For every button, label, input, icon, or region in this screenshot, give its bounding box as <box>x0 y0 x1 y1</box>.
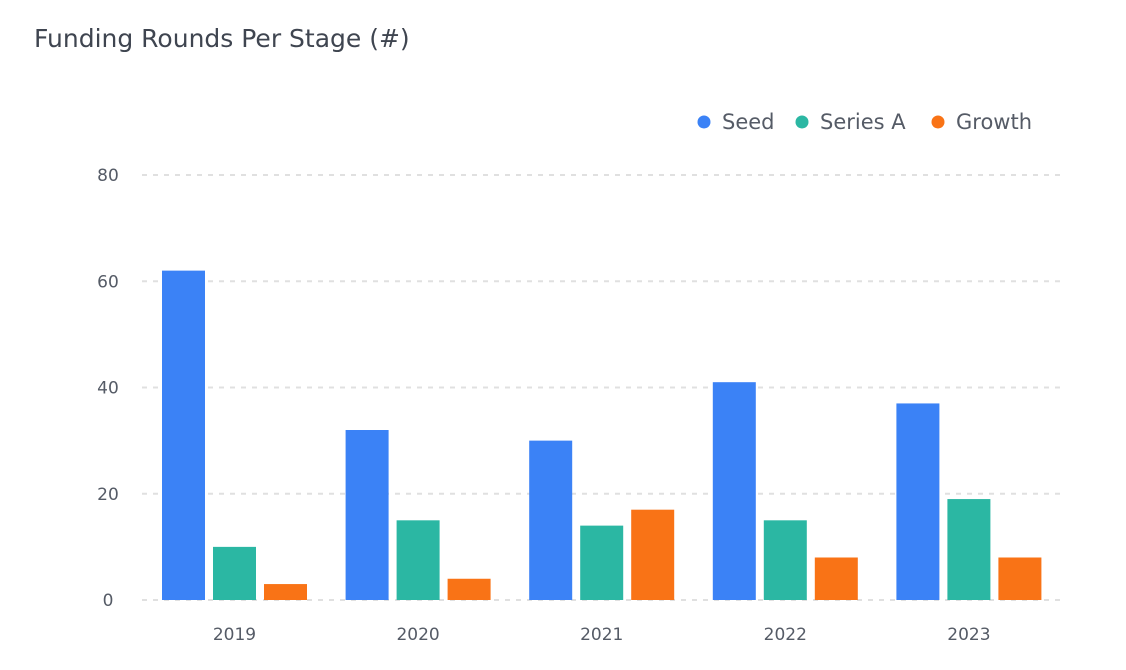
legend-label: Seed <box>722 110 775 134</box>
legend-marker-icon <box>931 115 945 129</box>
bar-series-a <box>763 520 807 600</box>
x-tick-label: 2020 <box>396 625 439 645</box>
bar-seed <box>712 382 756 600</box>
y-tick-label: 60 <box>97 272 119 292</box>
bar-growth <box>447 578 491 600</box>
y-tick-label: 20 <box>97 485 119 505</box>
bar-series-a <box>213 546 256 600</box>
legend-label: Growth <box>956 110 1032 134</box>
bar-series-a <box>580 525 624 600</box>
x-tick-label: 2019 <box>213 625 256 645</box>
legend-marker-icon <box>697 115 711 129</box>
bar-seed <box>529 440 573 600</box>
x-tick-label: 2023 <box>947 625 990 645</box>
bar-growth <box>264 584 307 600</box>
legend-label: Series A <box>820 110 906 134</box>
bar-series-a <box>396 520 440 600</box>
x-tick-label: 2022 <box>764 625 807 645</box>
bar-growth <box>631 509 675 600</box>
bar-growth <box>998 557 1042 600</box>
bar-seed <box>162 270 205 600</box>
y-tick-label: 0 <box>103 591 114 611</box>
x-tick-label: 2021 <box>580 625 623 645</box>
y-tick-label: 40 <box>97 379 119 399</box>
bar-growth <box>814 557 858 600</box>
chart-title: Funding Rounds Per Stage (#) <box>34 24 410 53</box>
bar-seed <box>345 430 389 600</box>
y-tick-label: 80 <box>97 166 119 186</box>
bar-seed <box>896 403 940 600</box>
legend-marker-icon <box>795 115 809 129</box>
bar-series-a <box>947 499 991 600</box>
